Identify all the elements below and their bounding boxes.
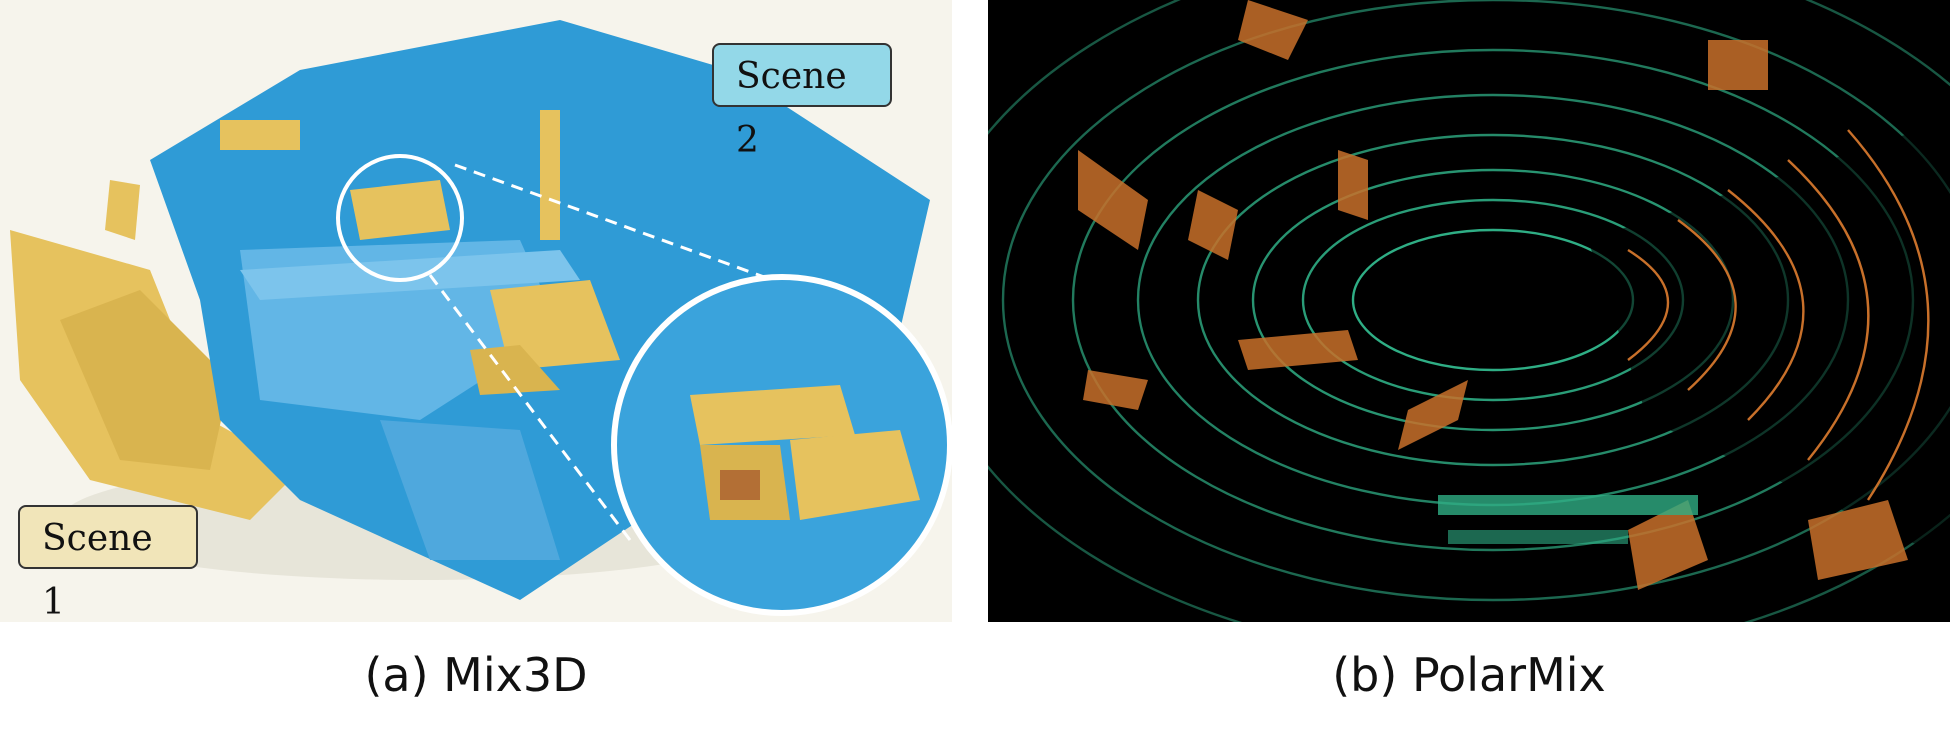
scene2-label: Scene 2 [712,43,892,161]
mix3d-illustration [10,20,952,616]
polarmix-lidar-illustration [988,0,1950,622]
mix3d-caption: (a) Mix3D [364,648,588,702]
polarmix-caption: (b) PolarMix [1332,648,1606,702]
scene1-label: Scene 1 [18,505,198,622]
polarmix-image [988,0,1950,622]
mix3d-image: Scene 1 Scene 2 [0,0,952,622]
